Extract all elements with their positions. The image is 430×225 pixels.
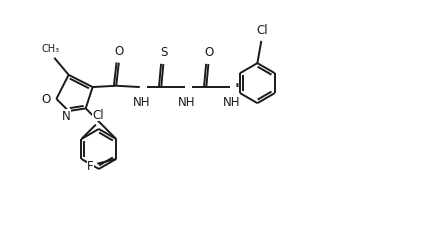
Text: O: O <box>115 45 124 58</box>
Text: NH: NH <box>133 96 150 109</box>
Text: NH: NH <box>223 96 240 109</box>
Text: O: O <box>41 92 50 105</box>
Text: NH: NH <box>178 96 196 109</box>
Text: F: F <box>87 159 93 172</box>
Text: N: N <box>62 110 71 123</box>
Text: O: O <box>204 46 214 59</box>
Text: CH₃: CH₃ <box>42 44 60 54</box>
Text: S: S <box>160 46 168 59</box>
Text: Cl: Cl <box>92 109 104 122</box>
Text: Cl: Cl <box>256 24 267 37</box>
